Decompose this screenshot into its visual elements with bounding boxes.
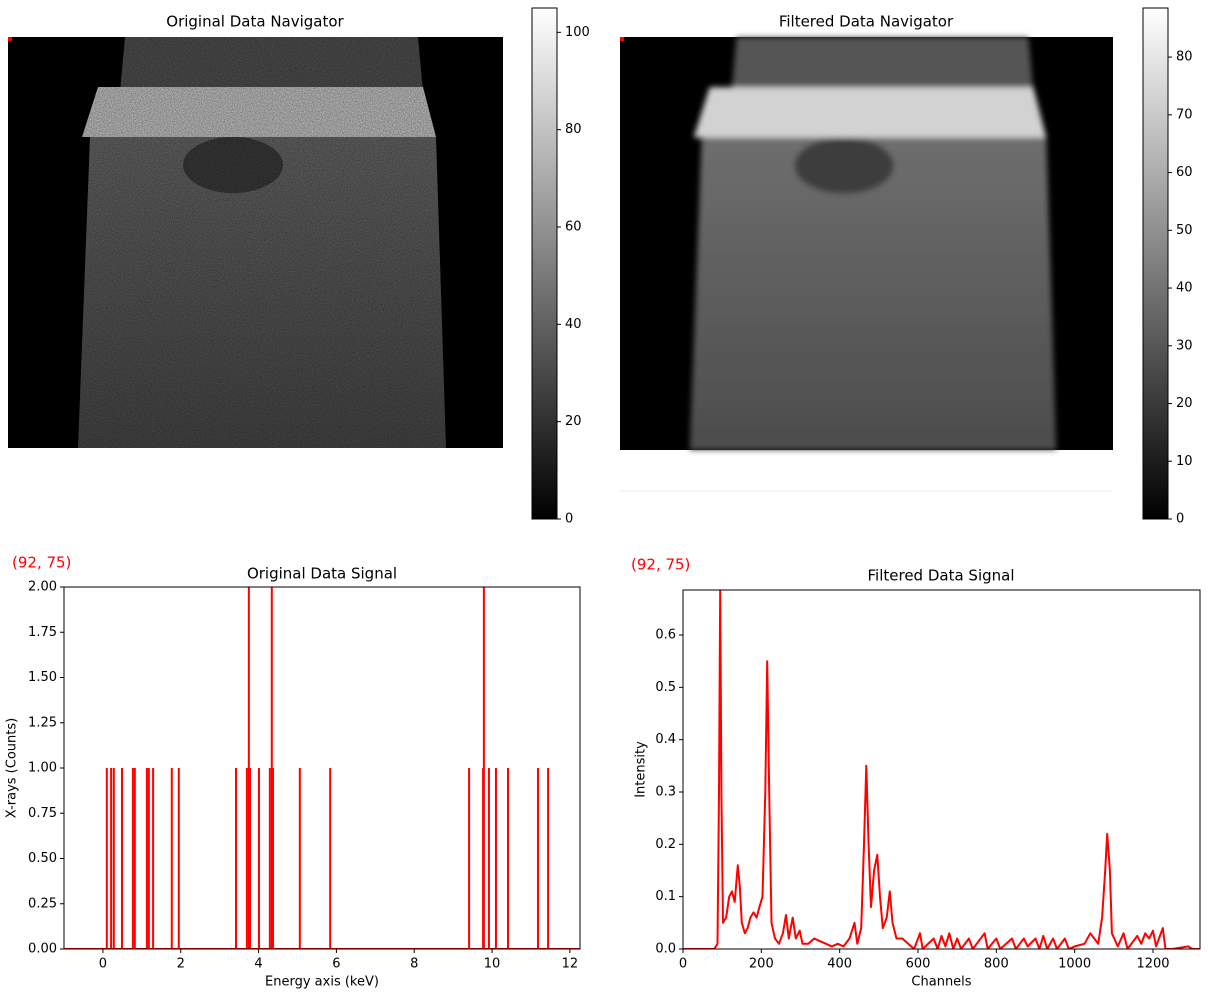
- x-tick-label: 800: [984, 957, 1009, 972]
- y-tick-label: 1.75: [28, 625, 57, 640]
- specimen-shadow: [794, 137, 894, 194]
- x-tick-label: 400: [827, 957, 852, 972]
- x-tick-label: 600: [906, 957, 931, 972]
- y-tick-label: 0.50: [28, 851, 57, 866]
- colorbar-tick-label: 80: [565, 122, 582, 137]
- colorbar-tick-label: 10: [1176, 454, 1193, 469]
- y-tick-label: 0.6: [655, 628, 676, 643]
- position-annotation: (92, 75): [12, 554, 71, 572]
- panel-title: Filtered Data Navigator: [779, 13, 954, 31]
- y-tick-label: 2.00: [28, 580, 57, 595]
- colorbar-tick-label: 50: [1176, 223, 1193, 238]
- colorbar-tick-label: 40: [565, 317, 582, 332]
- y-tick-label: 0.25: [28, 896, 57, 911]
- colorbar-tick-label: 0: [1176, 512, 1184, 527]
- x-tick-label: 1200: [1136, 957, 1169, 972]
- axes-frame: [63, 586, 581, 950]
- x-tick-label: 8: [410, 957, 418, 972]
- x-axis-label: Energy axis (keV): [265, 975, 379, 990]
- cursor: [8, 37, 12, 41]
- y-tick-label: 0.4: [655, 732, 676, 747]
- x-axis-label: Channels: [911, 975, 971, 990]
- signal-line: [683, 590, 1200, 949]
- x-tick-label: 200: [749, 957, 774, 972]
- y-axis-label: X-rays (Counts): [5, 718, 20, 818]
- specimen-body: [689, 137, 1057, 450]
- x-tick-label: 12: [562, 957, 579, 972]
- x-tick-label: 2: [177, 957, 185, 972]
- cursor: [620, 37, 624, 41]
- colorbar: [1142, 7, 1169, 520]
- y-tick-label: 0.5: [655, 680, 676, 695]
- y-tick-label: 1.00: [28, 761, 57, 776]
- panel-title: Original Data Signal: [247, 565, 397, 583]
- plot-area: [683, 590, 1200, 949]
- position-annotation: (92, 75): [631, 556, 690, 574]
- x-tick-label: 6: [332, 957, 340, 972]
- colorbar-tick-label: 20: [565, 414, 582, 429]
- colorbar-tick-label: 30: [1176, 338, 1193, 353]
- axes-frame: [682, 589, 1201, 950]
- y-axis-label: Intensity: [634, 741, 649, 798]
- colorbar-tick-label: 40: [1176, 281, 1193, 296]
- specimen-neck: [731, 37, 1034, 93]
- y-tick-label: 0.0: [655, 942, 676, 957]
- y-tick-label: 0.1: [655, 889, 676, 904]
- colorbar-tick-label: 70: [1176, 107, 1193, 122]
- x-tick-label: 0: [679, 957, 687, 972]
- x-tick-label: 1000: [1058, 957, 1091, 972]
- colorbar-tick-label: 20: [1176, 396, 1193, 411]
- y-tick-label: 0.3: [655, 785, 676, 800]
- colorbar-tick-label: 80: [1176, 50, 1193, 65]
- y-tick-label: 0.2: [655, 837, 676, 852]
- y-tick-label: 1.50: [28, 670, 57, 685]
- plot-area: [64, 587, 580, 949]
- image-noise: [8, 37, 503, 448]
- navigator-image: [620, 37, 1113, 450]
- navigator-image: [8, 37, 503, 448]
- colorbar-tick-label: 60: [565, 220, 582, 235]
- y-tick-label: 1.25: [28, 715, 57, 730]
- x-tick-label: 0: [99, 957, 107, 972]
- specimen: [689, 37, 1057, 450]
- colorbar-tick-label: 0: [565, 512, 573, 527]
- colorbar-tick-label: 100: [565, 25, 590, 40]
- panel-title: Original Data Navigator: [166, 13, 344, 31]
- x-tick-label: 4: [254, 957, 262, 972]
- y-tick-label: 0.75: [28, 806, 57, 821]
- colorbar: [531, 7, 558, 520]
- y-tick-label: 0.00: [28, 942, 57, 957]
- colorbar-tick-label: 60: [1176, 165, 1193, 180]
- x-tick-label: 10: [484, 957, 501, 972]
- panel-title: Filtered Data Signal: [868, 567, 1015, 585]
- specimen-band: [693, 87, 1047, 138]
